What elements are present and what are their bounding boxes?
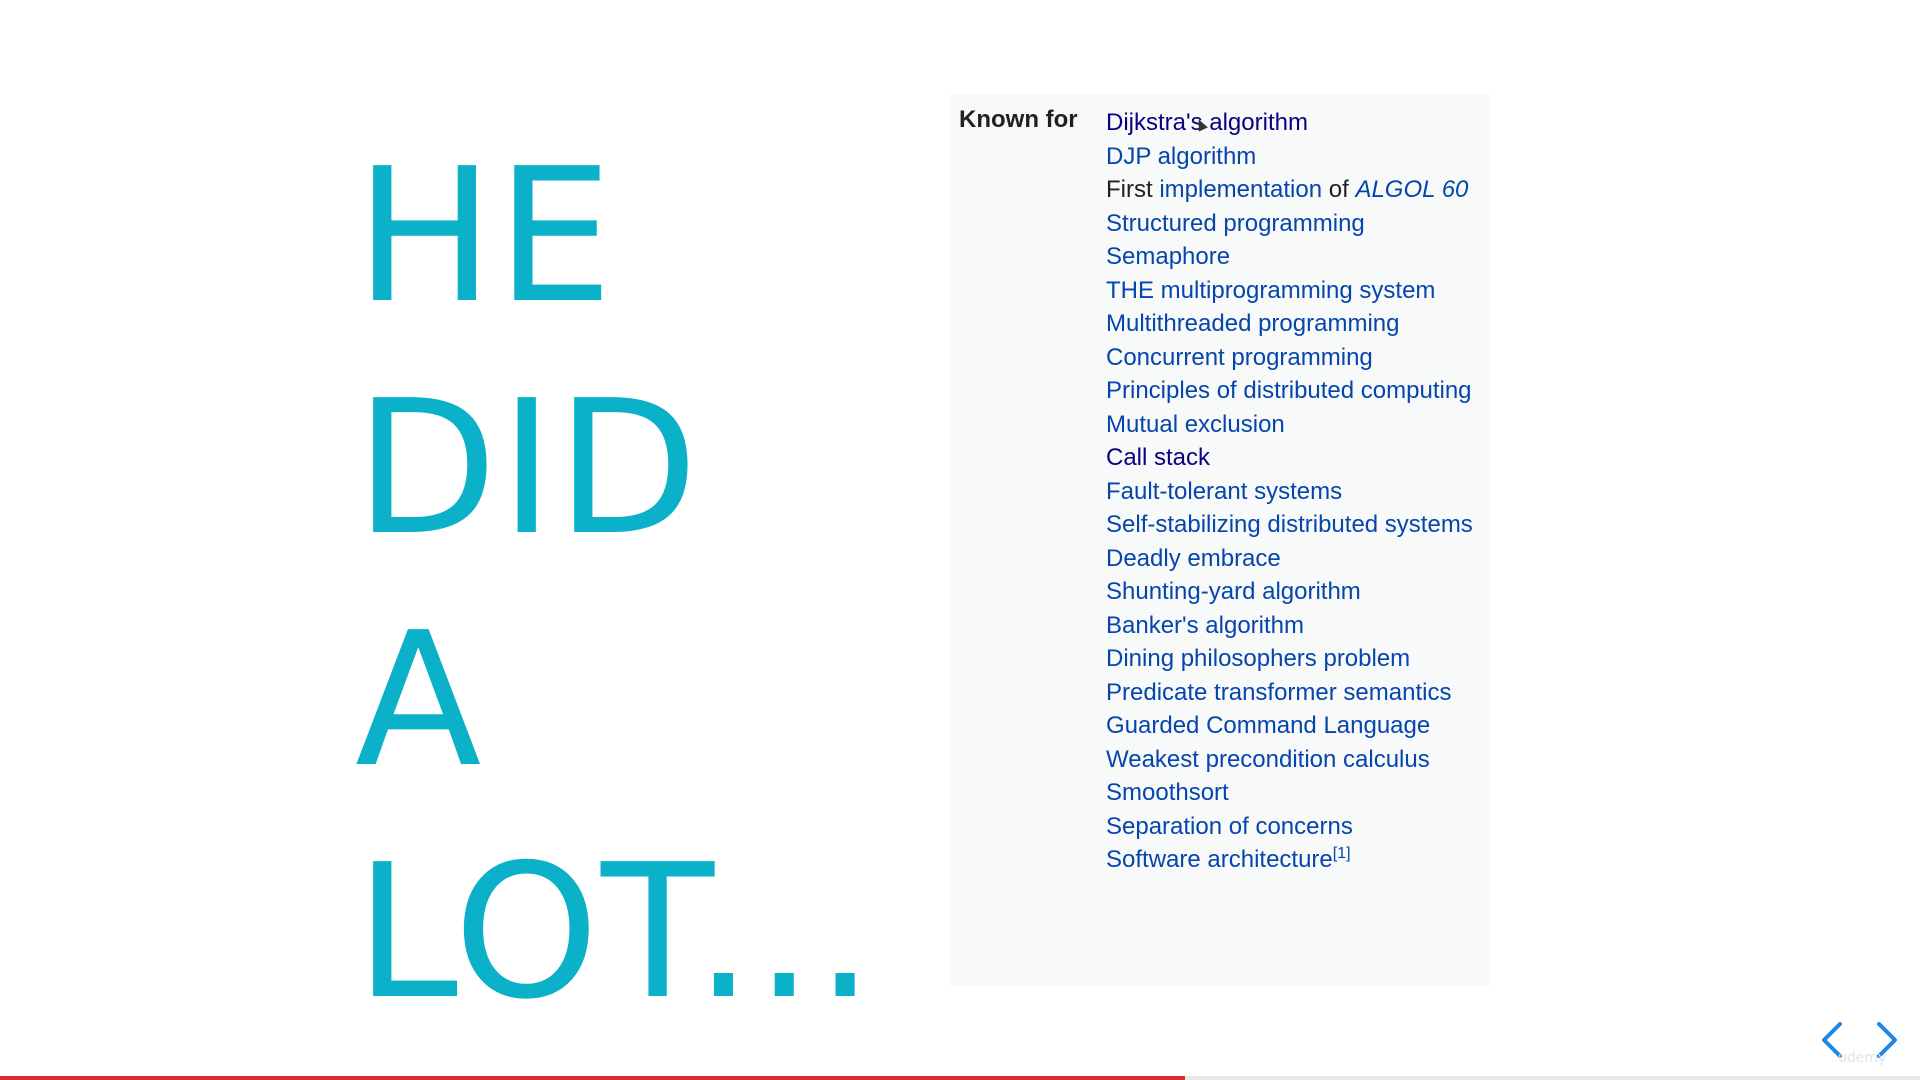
headline-line-2: DID [355,360,701,576]
known-for-item[interactable]: THE multiprogramming system [1106,274,1486,308]
known-for-item[interactable]: Separation of concerns [1106,810,1486,844]
item-link[interactable]: Separation of concerns [1106,812,1353,840]
item-link[interactable]: Mutual exclusion [1106,410,1285,438]
item-link[interactable]: implementation [1159,176,1323,203]
item-link[interactable]: Dining philosophers problem [1106,645,1411,672]
known-for-item[interactable]: DJP algorithm [1106,140,1486,174]
known-for-item[interactable]: Call stack [1106,441,1486,475]
item-text: First [1106,176,1160,203]
item-link[interactable]: Banker's algorithm [1106,611,1304,639]
item-link[interactable]: Smoothsort [1106,779,1229,806]
known-for-item[interactable]: First implementation of ALGOL 60 [1106,173,1486,207]
headline-line-4: LOT... [355,824,877,1040]
item-link[interactable]: Software architecture [1106,846,1333,873]
known-for-item[interactable]: Dining philosophers problem [1106,642,1486,676]
known-for-item[interactable]: Smoothsort [1106,776,1486,810]
known-for-item[interactable]: Software architecture[1] [1106,843,1486,877]
known-for-item[interactable]: Structured programming [1106,207,1486,241]
item-link[interactable]: Self-stabilizing distributed systems [1106,511,1473,538]
chevron-left-icon[interactable] [1820,1020,1844,1060]
known-for-list: Dijkstra's algorithm DJP algorithm First i… [1106,106,1486,877]
udemy-watermark: udemy [1838,1050,1887,1066]
known-for-item[interactable]: Fault-tolerant systems [1106,475,1486,509]
known-for-item[interactable]: Mutual exclusion [1106,408,1486,442]
item-link[interactable]: Structured programming [1106,209,1365,237]
item-text: of [1322,176,1356,203]
item-link[interactable]: ALGOL 60 [1355,176,1469,203]
known-for-item[interactable]: Banker's algorithm [1106,609,1486,643]
known-for-item[interactable]: Dijkstra's algorithm [1106,106,1486,140]
known-for-item[interactable]: Predicate transformer semantics [1106,676,1486,710]
headline-line-1: HE [355,128,616,344]
slide-headline: HE DID A LOT... [355,120,915,1048]
item-link[interactable]: Concurrent programming [1106,343,1373,371]
known-for-item[interactable]: Deadly embrace [1106,542,1486,576]
item-link[interactable]: Weakest precondition calculus [1106,745,1430,773]
item-link[interactable]: Semaphore [1106,243,1231,270]
known-for-item[interactable]: Semaphore [1106,240,1486,274]
item-link[interactable]: THE multiprogramming system [1106,276,1436,304]
citation-superscript[interactable]: [1] [1332,845,1351,862]
chevron-right-icon[interactable] [1875,1020,1899,1060]
item-link[interactable]: Guarded Command Language [1106,712,1431,739]
known-for-item[interactable]: Principles of distributed computing [1106,374,1486,408]
item-link[interactable]: Predicate transformer semantics [1106,678,1452,706]
item-link[interactable]: Call stack [1106,444,1211,471]
item-link[interactable]: Multithreaded programming [1106,310,1400,337]
item-link[interactable]: Shunting-yard algorithm [1106,578,1361,605]
known-for-item[interactable]: Self-stabilizing distributed systems [1106,508,1486,542]
known-for-item[interactable]: Multithreaded programming [1106,307,1486,341]
known-for-label: Known for [959,106,1078,133]
known-for-item[interactable]: Shunting-yard algorithm [1106,575,1486,609]
item-link[interactable]: Fault-tolerant systems [1106,477,1343,505]
headline-line-3: A [355,592,484,808]
item-link[interactable]: DJP algorithm [1106,142,1257,170]
item-link[interactable]: Deadly embrace [1106,544,1281,572]
known-for-item[interactable]: Weakest precondition calculus [1106,743,1486,777]
video-progress-bar[interactable] [0,1076,1920,1080]
item-link[interactable]: Dijkstra's algorithm [1106,109,1308,136]
known-for-infobox: Known for Dijkstra's algorithm DJP algori… [950,94,1490,986]
video-progress-fill [0,1076,1185,1080]
known-for-item[interactable]: Concurrent programming [1106,341,1486,375]
known-for-item[interactable]: Guarded Command Language [1106,709,1486,743]
item-link[interactable]: Principles of distributed computing [1106,377,1472,404]
